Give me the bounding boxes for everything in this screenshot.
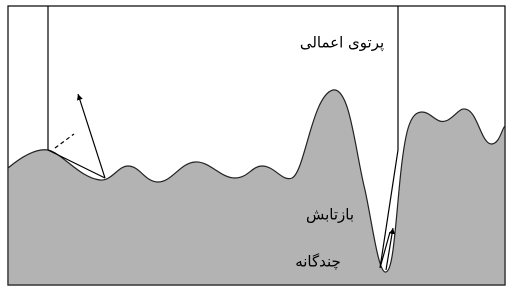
diagram: پرتوی اعمالی بازتابش چندگانه: [0, 0, 513, 291]
reflection-label: چندگانه: [295, 253, 341, 271]
page: {"labels": {"incident_ray": "پرتوی اعمال…: [0, 0, 513, 291]
incident-ray-label: پرتوی اعمالی: [300, 34, 384, 53]
reflection-label: بازتابش: [306, 206, 354, 224]
